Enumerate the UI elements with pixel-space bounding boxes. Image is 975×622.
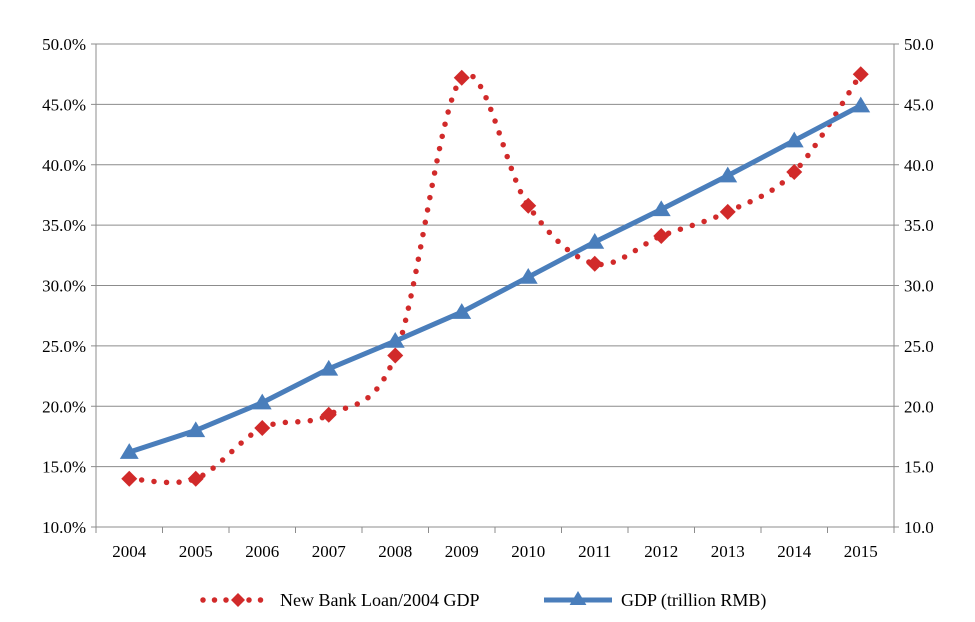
data-point-triangle	[119, 443, 139, 459]
left-tick-label: 35.0%	[42, 216, 86, 235]
data-point-diamond	[520, 197, 537, 214]
gridlines	[96, 43, 894, 528]
data-point-triangle	[718, 166, 738, 183]
legend-label: GDP (trillion RMB)	[621, 590, 766, 611]
data-point-triangle	[651, 200, 671, 217]
x-tick-label: 2010	[511, 542, 545, 561]
x-tick-label: 2007	[312, 542, 347, 561]
data-point-diamond	[187, 470, 204, 487]
data-point-diamond	[852, 66, 869, 83]
x-tick-label: 2008	[378, 542, 412, 561]
right-tick-label: 20.0	[904, 397, 934, 416]
x-tick-label: 2014	[777, 542, 812, 561]
right-tick-label: 10.0	[904, 518, 934, 537]
data-point-triangle	[851, 96, 871, 113]
right-tick-label: 40.0	[904, 156, 934, 175]
left-tick-label: 20.0%	[42, 397, 86, 416]
right-axis-tick-labels: 10.0 15.0 20.0 25.0 30.0 35.0 40.0 45.0 50.0	[904, 35, 934, 537]
axes	[91, 43, 899, 533]
data-point-triangle	[186, 421, 206, 438]
data-point-diamond	[121, 470, 138, 487]
data-point-diamond	[453, 69, 470, 86]
data-point-triangle	[452, 303, 472, 319]
x-tick-label: 2012	[644, 542, 678, 561]
left-tick-label: 25.0%	[42, 337, 86, 356]
x-tick-label: 2015	[844, 542, 878, 561]
data-point-diamond	[320, 406, 337, 423]
left-tick-label: 30.0%	[42, 277, 86, 296]
series-line	[126, 71, 864, 486]
data-point-triangle	[585, 233, 605, 249]
legend-item-new-bank-loan: New Bank Loan/2004 GDP	[200, 590, 479, 610]
right-tick-label: 30.0	[904, 277, 934, 296]
series-gdp	[119, 96, 871, 459]
series	[119, 66, 871, 487]
right-tick-label: 25.0	[904, 337, 934, 356]
legend-item-gdp: GDP (trillion RMB)	[544, 590, 766, 611]
x-tick-label: 2006	[245, 542, 279, 561]
data-point-diamond	[786, 163, 803, 180]
legend-swatch-diamond	[231, 593, 245, 607]
legend-swatch-triangle	[569, 591, 587, 605]
x-axis-tick-labels: 2004 2005 2006 2007 2008 2009 2010 2011 2012 2013…	[112, 542, 878, 561]
series-line	[128, 103, 862, 455]
right-tick-label: 50.0	[904, 35, 934, 54]
x-tick-label: 2004	[112, 542, 147, 561]
x-tick-label: 2009	[445, 542, 479, 561]
left-tick-label: 40.0%	[42, 156, 86, 175]
data-point-triangle	[252, 393, 272, 410]
left-tick-label: 45.0%	[42, 95, 86, 114]
legend: New Bank Loan/2004 GDP GDP (trillion RMB)	[200, 590, 766, 611]
data-point-triangle	[319, 359, 339, 376]
data-point-triangle	[784, 131, 804, 148]
x-tick-label: 2013	[711, 542, 745, 561]
left-tick-label: 50.0%	[42, 35, 86, 54]
data-point-diamond	[719, 203, 736, 220]
right-tick-label: 45.0	[904, 95, 934, 114]
left-tick-label: 10.0%	[42, 518, 86, 537]
data-point-triangle	[385, 332, 405, 348]
data-point-diamond	[387, 347, 404, 364]
left-axis-tick-labels: 10.0% 15.0% 20.0% 25.0% 30.0% 35.0% 40.0% 45.0%…	[42, 35, 86, 537]
data-point-diamond	[586, 255, 603, 272]
x-tick-label: 2005	[179, 542, 213, 561]
data-point-diamond	[653, 227, 670, 244]
series-new-bank-loan	[121, 66, 869, 487]
left-tick-label: 15.0%	[42, 458, 86, 477]
legend-label: New Bank Loan/2004 GDP	[280, 590, 479, 610]
right-tick-label: 15.0	[904, 458, 934, 477]
data-point-triangle	[518, 268, 538, 284]
data-point-diamond	[254, 419, 271, 436]
x-tick-label: 2011	[578, 542, 611, 561]
right-tick-label: 35.0	[904, 216, 934, 235]
